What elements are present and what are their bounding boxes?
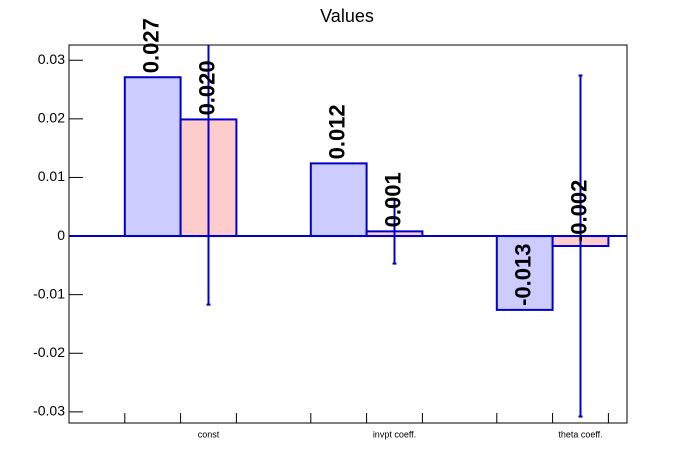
x-tick-label: invpt coeff. — [373, 429, 416, 439]
chart-title: Values — [320, 6, 374, 26]
x-tick-label: const — [198, 429, 220, 439]
y-tick-label: -0.03 — [33, 403, 65, 419]
value-label: -0.013 — [511, 244, 536, 306]
value-label: 0.020 — [194, 60, 219, 115]
value-label: 0.027 — [139, 18, 164, 73]
plot-area — [69, 45, 627, 418]
y-tick-label: -0.02 — [33, 344, 65, 360]
y-tick-label: 0.03 — [38, 51, 65, 67]
plot-frame — [68, 44, 628, 424]
value-label: 0.012 — [325, 104, 350, 159]
bar — [309, 162, 368, 238]
bar — [495, 235, 554, 311]
value-label: -0.002 — [566, 180, 591, 242]
value-label: 0.001 — [380, 172, 405, 227]
y-tick-label: 0.02 — [38, 110, 65, 126]
x-tick-label: theta coeff. — [558, 429, 602, 439]
bar — [123, 76, 182, 238]
y-tick-label: -0.01 — [33, 285, 65, 301]
y-tick-label: 0 — [57, 227, 65, 243]
y-tick-label: 0.01 — [38, 168, 65, 184]
